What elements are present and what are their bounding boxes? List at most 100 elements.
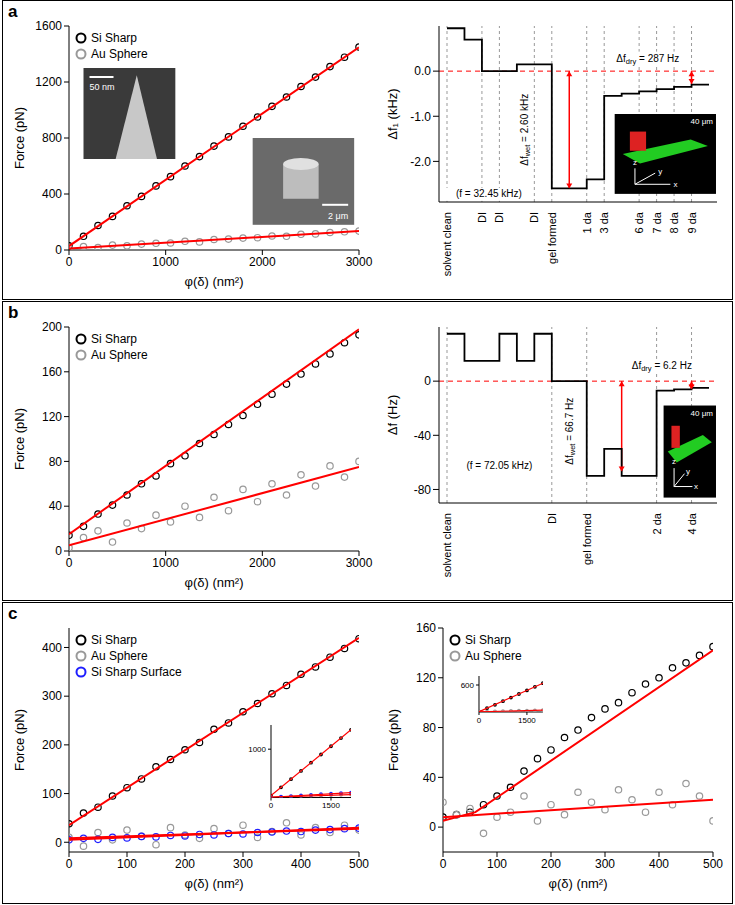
svg-text:9 da: 9 da bbox=[686, 211, 698, 233]
svg-text:Au Sphere: Au Sphere bbox=[465, 649, 522, 663]
svg-text:solvent clean: solvent clean bbox=[441, 212, 453, 276]
svg-text:Si Sharp Surface: Si Sharp Surface bbox=[91, 665, 182, 679]
svg-text:2000: 2000 bbox=[249, 255, 276, 269]
svg-text:1600: 1600 bbox=[35, 19, 62, 33]
svg-text:120: 120 bbox=[416, 671, 436, 685]
svg-text:DI: DI bbox=[528, 212, 540, 223]
svg-text:300: 300 bbox=[595, 857, 615, 871]
svg-text:0: 0 bbox=[269, 801, 274, 810]
svg-text:(f = 32.45 kHz): (f = 32.45 kHz) bbox=[456, 188, 522, 199]
svg-text:40: 40 bbox=[423, 771, 437, 785]
svg-text:Force (pN): Force (pN) bbox=[12, 408, 27, 470]
svg-text:y: y bbox=[658, 167, 662, 176]
svg-text:0: 0 bbox=[66, 556, 73, 570]
svg-text:200: 200 bbox=[541, 857, 561, 871]
svg-text:Δf (Hz): Δf (Hz) bbox=[385, 395, 400, 435]
svg-text:1500: 1500 bbox=[322, 801, 340, 810]
svg-text:0: 0 bbox=[55, 243, 62, 257]
svg-text:0: 0 bbox=[440, 857, 447, 871]
svg-text:-80: -80 bbox=[414, 483, 432, 497]
svg-text:1 da: 1 da bbox=[581, 211, 593, 233]
svg-text:x: x bbox=[694, 482, 698, 491]
svg-text:0: 0 bbox=[66, 857, 73, 871]
svg-text:2 da: 2 da bbox=[651, 512, 663, 534]
svg-text:0: 0 bbox=[477, 715, 482, 724]
svg-text:y: y bbox=[686, 467, 690, 476]
svg-text:Au Sphere: Au Sphere bbox=[91, 348, 148, 362]
svg-text:2 μm: 2 μm bbox=[328, 211, 348, 221]
svg-text:300: 300 bbox=[42, 689, 62, 703]
svg-text:0: 0 bbox=[55, 544, 62, 558]
svg-text:6 da: 6 da bbox=[633, 211, 645, 233]
svg-text:500: 500 bbox=[703, 857, 723, 871]
svg-text:1000: 1000 bbox=[152, 556, 179, 570]
svg-text:Δfwet = 66.7 Hz: Δfwet = 66.7 Hz bbox=[564, 398, 577, 465]
svg-text:800: 800 bbox=[42, 131, 62, 145]
svg-text:3 da: 3 da bbox=[598, 211, 610, 233]
svg-text:(f = 72.05 kHz): (f = 72.05 kHz) bbox=[466, 460, 532, 471]
svg-text:gel formed: gel formed bbox=[546, 212, 558, 264]
svg-text:x: x bbox=[673, 180, 677, 189]
svg-text:Δfwet = 2.60 kHz: Δfwet = 2.60 kHz bbox=[518, 94, 531, 166]
svg-text:DI: DI bbox=[493, 212, 505, 223]
svg-text:z: z bbox=[672, 457, 676, 466]
svg-text:Si Sharp: Si Sharp bbox=[465, 633, 511, 647]
svg-text:400: 400 bbox=[42, 641, 62, 655]
svg-text:50 nm: 50 nm bbox=[90, 82, 115, 92]
svg-text:400: 400 bbox=[42, 187, 62, 201]
svg-text:3000: 3000 bbox=[346, 556, 373, 570]
svg-text:φ(δ) (nm²): φ(δ) (nm²) bbox=[549, 876, 608, 891]
svg-text:100: 100 bbox=[117, 857, 137, 871]
svg-text:z: z bbox=[633, 158, 637, 167]
svg-text:Force (pN): Force (pN) bbox=[12, 709, 27, 771]
svg-text:0: 0 bbox=[429, 820, 436, 834]
svg-text:100: 100 bbox=[487, 857, 507, 871]
svg-text:φ(δ) (nm²): φ(δ) (nm²) bbox=[185, 575, 244, 590]
svg-text:0: 0 bbox=[424, 374, 431, 388]
svg-text:Si Sharp: Si Sharp bbox=[91, 332, 137, 346]
svg-text:40 μm: 40 μm bbox=[691, 409, 714, 418]
svg-text:1000: 1000 bbox=[152, 255, 179, 269]
svg-text:4 da: 4 da bbox=[686, 512, 698, 534]
svg-text:200: 200 bbox=[42, 738, 62, 752]
svg-text:120: 120 bbox=[42, 410, 62, 424]
svg-text:600: 600 bbox=[461, 680, 475, 689]
svg-text:400: 400 bbox=[291, 857, 311, 871]
svg-text:-2.0: -2.0 bbox=[410, 155, 431, 169]
svg-text:0: 0 bbox=[66, 255, 73, 269]
svg-text:DI: DI bbox=[476, 212, 488, 223]
svg-text:Force (pN): Force (pN) bbox=[386, 709, 401, 771]
svg-text:200: 200 bbox=[175, 857, 195, 871]
svg-text:0: 0 bbox=[55, 836, 62, 850]
svg-text:200: 200 bbox=[42, 320, 62, 334]
svg-text:8 da: 8 da bbox=[668, 211, 680, 233]
svg-text:3000: 3000 bbox=[346, 255, 373, 269]
svg-text:DI: DI bbox=[546, 513, 558, 524]
svg-text:0.0: 0.0 bbox=[414, 64, 431, 78]
svg-text:500: 500 bbox=[349, 857, 369, 871]
svg-text:-1.0: -1.0 bbox=[410, 110, 431, 124]
svg-text:φ(δ) (nm²): φ(δ) (nm²) bbox=[185, 274, 244, 289]
svg-text:Au Sphere: Au Sphere bbox=[91, 649, 148, 663]
svg-text:7 da: 7 da bbox=[651, 211, 663, 233]
svg-text:160: 160 bbox=[416, 621, 436, 635]
svg-text:40: 40 bbox=[49, 499, 63, 513]
svg-text:160: 160 bbox=[42, 365, 62, 379]
svg-text:Si Sharp: Si Sharp bbox=[91, 31, 137, 45]
svg-text:Au Sphere: Au Sphere bbox=[91, 47, 148, 61]
svg-text:2000: 2000 bbox=[249, 556, 276, 570]
svg-text:Δf₁ (kHz): Δf₁ (kHz) bbox=[385, 88, 400, 139]
svg-text:80: 80 bbox=[49, 455, 63, 469]
svg-text:solvent clean: solvent clean bbox=[441, 513, 453, 577]
svg-text:100: 100 bbox=[42, 787, 62, 801]
svg-text:φ(δ) (nm²): φ(δ) (nm²) bbox=[185, 876, 244, 891]
svg-text:gel formed: gel formed bbox=[581, 513, 593, 565]
svg-text:40 μm: 40 μm bbox=[691, 117, 714, 126]
svg-text:Si Sharp: Si Sharp bbox=[91, 633, 137, 647]
svg-text:Δfdry = 6.2 Hz: Δfdry = 6.2 Hz bbox=[632, 359, 692, 372]
svg-text:300: 300 bbox=[233, 857, 253, 871]
svg-text:-40: -40 bbox=[414, 429, 432, 443]
svg-text:Force (pN): Force (pN) bbox=[12, 107, 27, 169]
svg-text:1200: 1200 bbox=[35, 75, 62, 89]
svg-text:Δfdry = 287 Hz: Δfdry = 287 Hz bbox=[616, 52, 679, 65]
